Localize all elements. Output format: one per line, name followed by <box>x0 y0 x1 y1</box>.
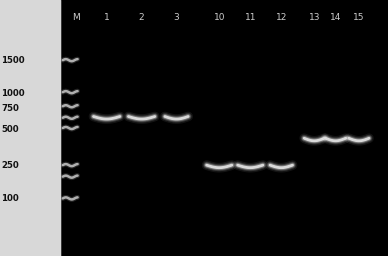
Text: 250: 250 <box>1 161 19 170</box>
Text: 750: 750 <box>1 104 19 113</box>
Text: 2: 2 <box>139 13 144 23</box>
Text: 3: 3 <box>174 13 179 23</box>
Text: 13: 13 <box>308 13 320 23</box>
Text: 12: 12 <box>275 13 287 23</box>
Text: 100: 100 <box>1 194 19 203</box>
Text: 1: 1 <box>104 13 109 23</box>
FancyBboxPatch shape <box>0 0 61 256</box>
Text: 500: 500 <box>1 125 19 134</box>
Text: 11: 11 <box>244 13 256 23</box>
Text: 14: 14 <box>330 13 341 23</box>
Text: 1000: 1000 <box>1 89 25 98</box>
Text: M: M <box>72 13 80 23</box>
Text: 15: 15 <box>353 13 365 23</box>
Text: 10: 10 <box>213 13 225 23</box>
Text: 1500: 1500 <box>1 56 25 65</box>
